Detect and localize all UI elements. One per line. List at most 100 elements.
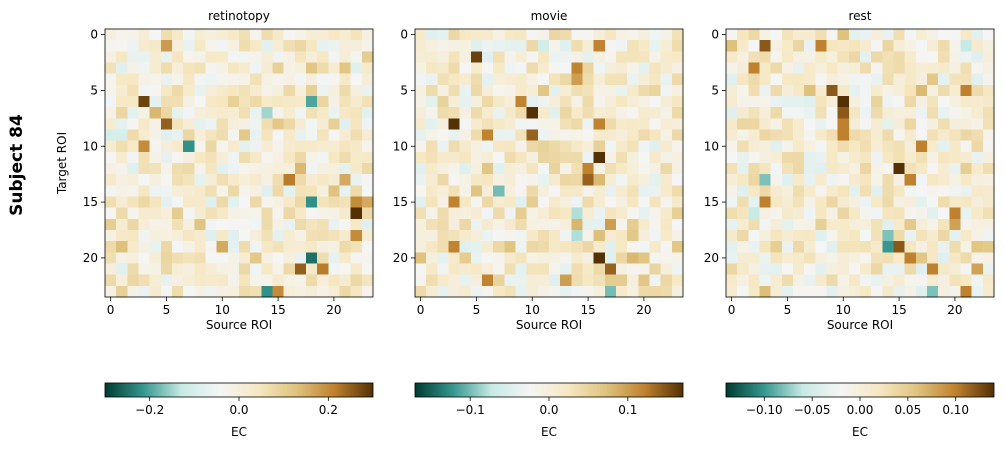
heatmap-cell xyxy=(748,84,760,97)
heatmap-cell xyxy=(526,218,539,231)
heatmap-cell xyxy=(781,274,794,287)
heatmap-cell xyxy=(328,263,340,276)
heatmap-cell xyxy=(415,218,427,231)
heatmap-cell xyxy=(415,96,427,108)
heatmap-cell xyxy=(437,163,449,175)
heatmap-cell xyxy=(770,285,783,298)
heatmap-cell xyxy=(627,285,639,298)
heatmap-cell xyxy=(748,218,760,231)
heatmap-cell xyxy=(938,185,950,197)
heatmap-cell xyxy=(294,151,307,164)
heatmap-cell xyxy=(116,218,128,231)
heatmap-cell xyxy=(837,174,850,186)
heatmap-cell xyxy=(871,73,883,86)
heatmap-cell xyxy=(504,285,516,298)
heatmap-cell xyxy=(871,163,883,175)
heatmap-cell xyxy=(660,96,673,108)
heatmap-cell xyxy=(938,29,950,41)
heatmap-cell xyxy=(660,51,673,63)
heatmap-cell xyxy=(560,174,572,186)
heatmap-cell xyxy=(216,40,229,52)
heatmap-cell xyxy=(804,96,816,108)
heatmap-cell xyxy=(448,263,461,276)
heatmap-cell xyxy=(350,196,363,209)
heatmap-cell xyxy=(261,118,273,130)
heatmap-cell xyxy=(904,107,917,119)
heatmap-cell xyxy=(616,207,628,220)
heatmap-cell xyxy=(826,73,839,86)
heatmap-cell xyxy=(350,174,363,186)
heatmap-cell xyxy=(361,285,374,298)
heatmap-cell xyxy=(459,84,472,97)
heatmap-cell xyxy=(949,252,961,264)
heatmap-cell xyxy=(459,218,472,231)
heatmap-cell xyxy=(294,96,307,108)
heatmap-cell xyxy=(860,163,872,175)
heatmap-cell xyxy=(549,129,561,142)
heatmap-cell xyxy=(459,274,472,287)
heatmap-cell xyxy=(660,263,673,276)
heatmap-cell xyxy=(860,96,872,108)
heatmap-cell xyxy=(627,274,639,287)
heatmap-cell xyxy=(860,285,872,298)
heatmap-cell xyxy=(781,51,794,63)
heatmap-cell xyxy=(904,196,917,209)
heatmap-cell xyxy=(205,51,218,63)
heatmap-cell xyxy=(904,163,917,175)
heatmap-cell xyxy=(927,196,939,209)
heatmap-cell xyxy=(893,163,906,175)
heatmap-cell xyxy=(660,274,673,287)
heatmap-cell xyxy=(459,207,472,220)
heatmap-cell xyxy=(971,230,984,242)
heatmap-cell xyxy=(149,230,162,242)
heatmap-cell xyxy=(350,274,363,287)
heatmap-cell xyxy=(306,196,318,209)
heatmap-cell xyxy=(317,174,329,186)
heatmap-cell xyxy=(927,151,939,164)
heatmap-cell xyxy=(138,196,151,209)
heatmap-cell xyxy=(837,96,850,108)
heatmap-cell xyxy=(915,62,928,75)
heatmap-cell xyxy=(205,174,218,186)
heatmap-cell xyxy=(493,151,505,164)
heatmap-cell xyxy=(250,151,262,164)
heatmap-cell xyxy=(160,118,173,130)
heatmap-cell xyxy=(482,40,494,52)
heatmap-cell xyxy=(272,107,285,119)
heatmap-cell xyxy=(848,185,861,197)
heatmap-cell xyxy=(982,62,995,75)
heatmap-cell xyxy=(437,84,449,97)
heatmap-cell xyxy=(339,151,352,164)
heatmap-cell xyxy=(949,285,961,298)
heatmap-cell xyxy=(949,96,961,108)
heatmap-cell xyxy=(515,285,528,298)
heatmap-cell xyxy=(815,185,827,197)
heatmap-cell xyxy=(960,263,973,276)
heatmap-cell xyxy=(660,107,673,119)
heatmap-cell xyxy=(105,230,117,242)
heatmap-cell xyxy=(560,29,572,41)
heatmap-cell xyxy=(250,62,262,75)
heatmap-cell xyxy=(593,29,606,41)
heatmap-cell xyxy=(205,62,218,75)
heatmap-cell xyxy=(339,118,352,130)
heatmap-cell xyxy=(350,207,363,220)
heatmap-cell xyxy=(426,263,438,276)
heatmap-cell xyxy=(415,230,427,242)
heatmap-cell xyxy=(938,263,950,276)
heatmap-cell xyxy=(294,274,307,287)
heatmap-cell xyxy=(415,163,427,175)
heatmap-cell xyxy=(160,207,173,220)
heatmap-cell xyxy=(960,96,973,108)
heatmap-cell xyxy=(283,263,296,276)
heatmap-cell xyxy=(328,230,340,242)
heatmap-cell xyxy=(515,163,528,175)
heatmap-cell xyxy=(826,29,839,41)
heatmap-cell xyxy=(649,84,662,97)
heatmap-cell xyxy=(493,252,505,264)
heatmap-cell xyxy=(149,129,162,142)
colorbar-bar xyxy=(104,382,374,398)
heatmap-cell xyxy=(194,218,206,231)
heatmap-cell xyxy=(261,207,273,220)
